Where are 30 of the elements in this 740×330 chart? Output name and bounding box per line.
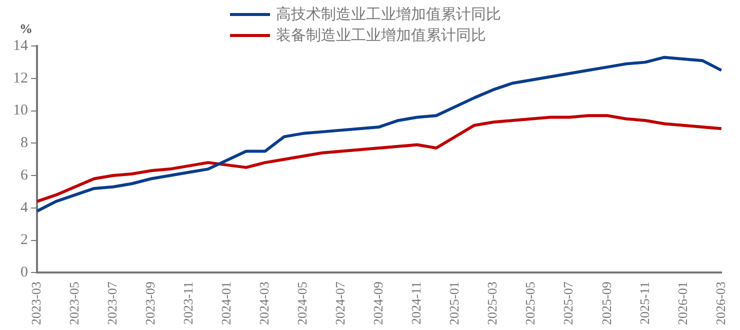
y-tick-label: 4 (20, 200, 28, 216)
x-tick-label: 2024-03 (256, 282, 272, 326)
y-tick-label: 8 (20, 135, 28, 152)
x-tick-label: 2024-09 (370, 282, 386, 326)
y-tick-label: 10 (13, 102, 28, 119)
x-tick-label: 2026-03 (712, 282, 728, 326)
x-tick-label: 2023-11 (180, 282, 196, 325)
x-tick-label: 2024-05 (294, 282, 310, 326)
x-tick-label: 2025-05 (522, 282, 538, 326)
x-tick-label: 2024-11 (408, 282, 424, 325)
x-tick-label: 2025-07 (560, 281, 576, 326)
y-tick-label: 2 (20, 232, 28, 248)
y-axis-title: % (20, 20, 32, 36)
y-tick-label: 6 (20, 167, 28, 184)
y-tick-label: 0 (20, 264, 28, 281)
x-tick-label: 2025-03 (484, 282, 500, 326)
x-tick-label: 2024-01 (218, 282, 234, 326)
x-tick-label: 2023-09 (142, 282, 158, 326)
legend-label: 装备制造业工业增加值累计同比 (276, 26, 486, 45)
x-tick-label: 2023-03 (28, 282, 44, 326)
y-tick-label: 14 (13, 38, 28, 54)
x-tick-label: 2023-07 (104, 281, 120, 326)
x-tick-label: 2024-07 (332, 281, 348, 326)
legend-label: 高技术制造业工业增加值累计同比 (276, 5, 501, 24)
x-tick-label: 2025-11 (636, 282, 652, 325)
x-tick-label: 2023-05 (66, 282, 82, 326)
x-tick-label: 2026-01 (674, 282, 690, 326)
x-tick-label: 2025-09 (598, 282, 614, 326)
y-tick-label: 12 (13, 70, 28, 86)
x-tick-label: 2025-01 (446, 282, 462, 326)
